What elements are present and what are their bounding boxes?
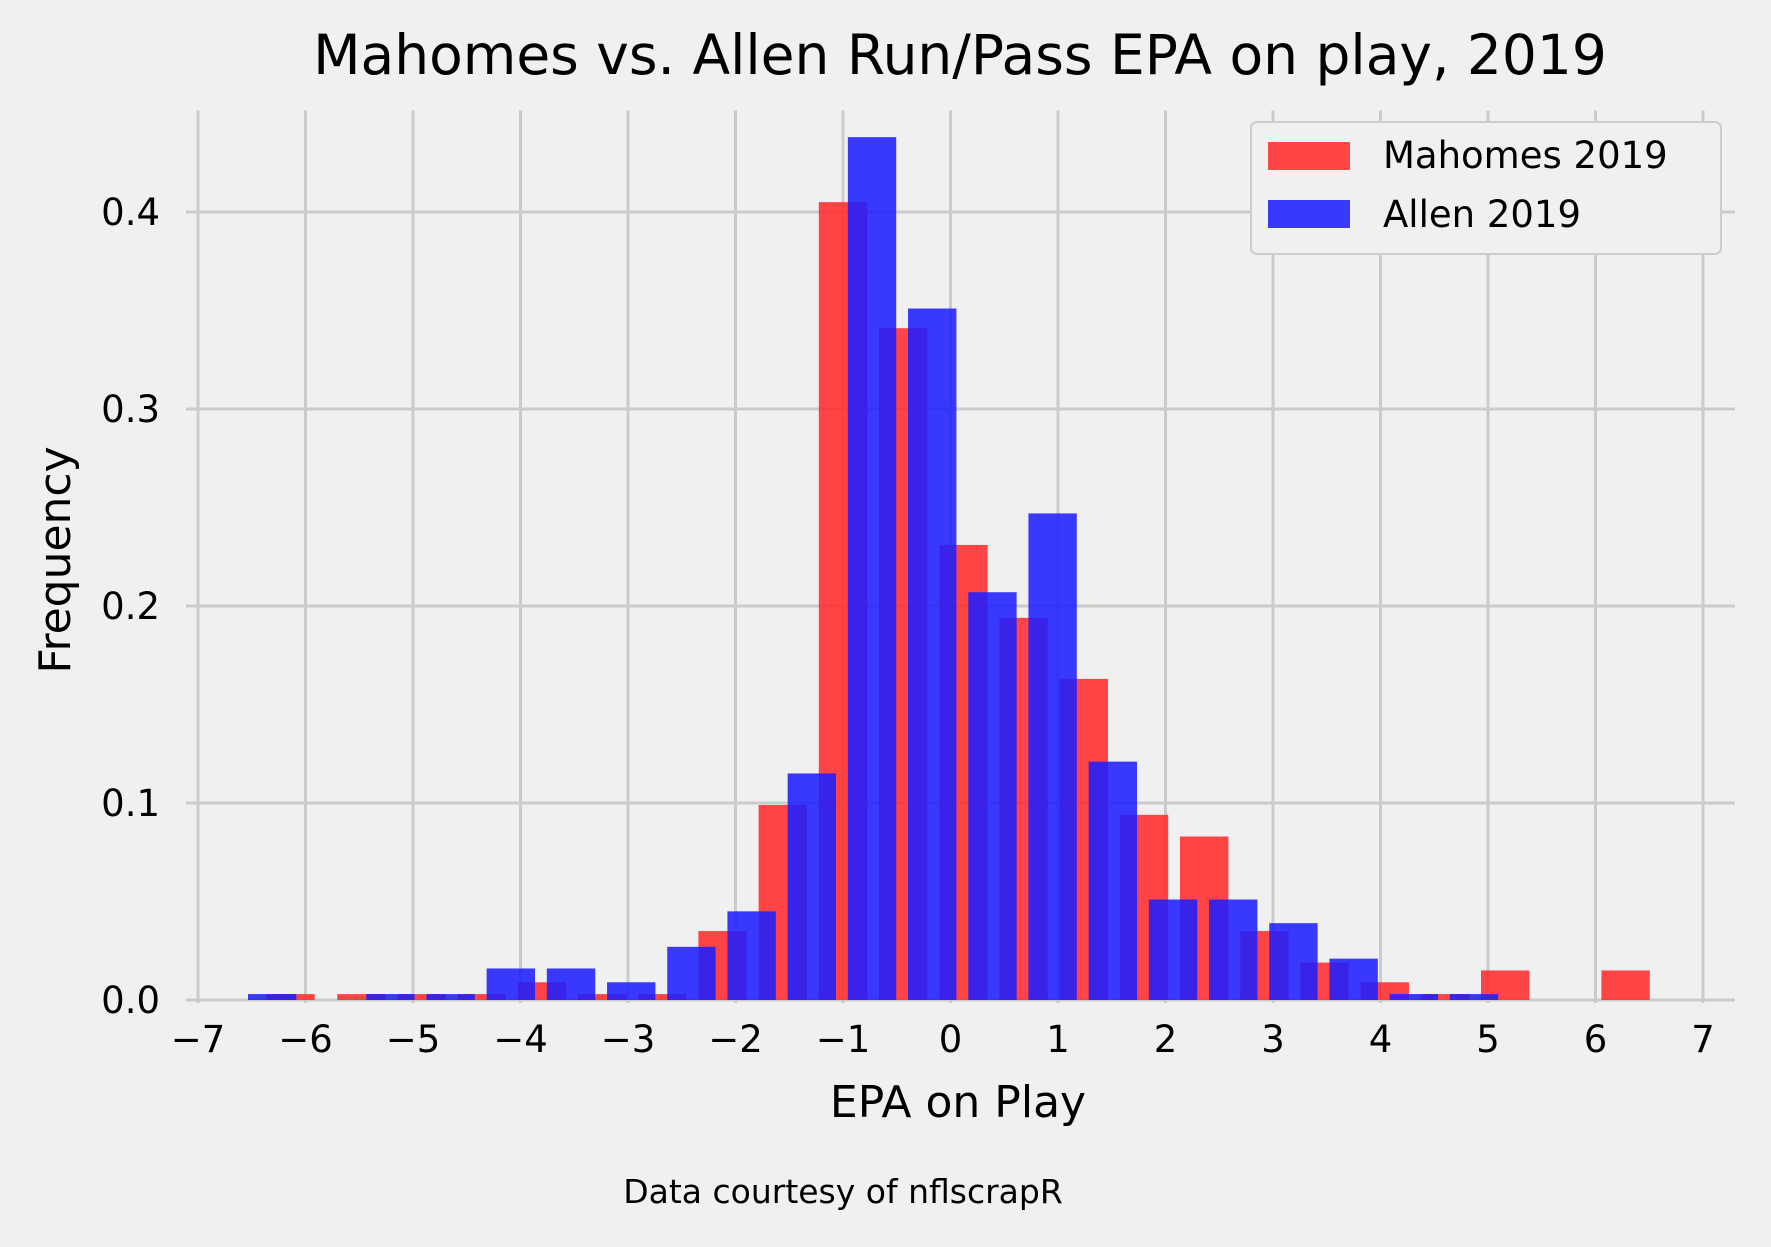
x-tick-label: −3 [601, 1018, 656, 1061]
bar-allen [1088, 761, 1138, 1000]
y-tick-label: 0.3 [101, 388, 160, 431]
bar-allen [1449, 994, 1499, 1000]
x-tick-label: −7 [171, 1018, 226, 1061]
x-tick-label: −5 [386, 1018, 441, 1061]
x-tick-label: −2 [708, 1018, 763, 1061]
x-tick-label: −4 [493, 1018, 548, 1061]
bar-allen [607, 982, 656, 1000]
y-tick-label: 0.1 [101, 782, 160, 825]
y-axis-label: Frequency [30, 446, 81, 673]
footnote: Data courtesy of nflscrapR [623, 1172, 1063, 1211]
bar-allen [1028, 513, 1077, 1000]
y-tick-label: 0.2 [101, 585, 160, 628]
x-tick-label: 0 [939, 1018, 963, 1061]
x-tick-label: −1 [816, 1018, 871, 1061]
x-tick-label: 3 [1261, 1018, 1285, 1061]
bar-allen [366, 994, 415, 1000]
x-tick-label: 6 [1584, 1018, 1608, 1061]
y-tick-labels: 0.0 0.1 0.2 0.3 0.4 [101, 191, 160, 1022]
bar-allen [908, 308, 957, 1000]
bar-allen [1329, 958, 1378, 1000]
x-tick-labels: −7 −6 −5 −4 −3 −2 −1 0 1 2 3 4 5 6 7 [171, 1018, 1715, 1061]
bar-allen [486, 968, 536, 1000]
bar-allen [968, 592, 1017, 1000]
legend-swatch-allen [1268, 200, 1350, 228]
bar-allen [1148, 899, 1198, 1000]
bar-mahomes [578, 994, 627, 1000]
legend-box [1250, 121, 1722, 255]
bar-allen [727, 911, 776, 1000]
x-axis-label: EPA on Play [830, 1077, 1086, 1128]
x-tick-label: 7 [1691, 1018, 1715, 1061]
bar-allen [546, 968, 596, 1000]
bar-allen [247, 994, 297, 1000]
x-tick-label: −6 [278, 1018, 333, 1061]
x-tick-label: 1 [1046, 1018, 1070, 1061]
legend-label-allen: Allen 2019 [1383, 193, 1581, 236]
y-tick-label: 0.4 [101, 191, 160, 234]
legend-label-mahomes: Mahomes 2019 [1383, 134, 1668, 177]
bar-allen [667, 946, 716, 1000]
bar-allen [1209, 899, 1258, 1000]
legend: Mahomes 2019 Allen 2019 [1250, 121, 1722, 255]
bar-allen [847, 137, 897, 1000]
bar-mahomes [1420, 994, 1470, 1000]
bar-mahomes [397, 994, 446, 1000]
bar-allen [426, 994, 475, 1000]
bar-allen [1389, 994, 1439, 1000]
x-tick-label: 4 [1369, 1018, 1393, 1061]
x-tick-label: 5 [1476, 1018, 1500, 1061]
bar-allen [1269, 923, 1318, 1000]
bar-mahomes [1601, 970, 1650, 1000]
bars [247, 137, 1650, 1001]
x-tick-label: 2 [1154, 1018, 1178, 1061]
bar-mahomes [337, 994, 386, 1000]
chart-title: Mahomes vs. Allen Run/Pass EPA on play, … [313, 23, 1607, 87]
y-tick-label: 0.0 [101, 979, 160, 1022]
bar-mahomes [638, 994, 687, 1000]
legend-swatch-mahomes [1268, 142, 1350, 170]
bar-allen [787, 773, 837, 1000]
bar-mahomes [457, 994, 506, 1000]
